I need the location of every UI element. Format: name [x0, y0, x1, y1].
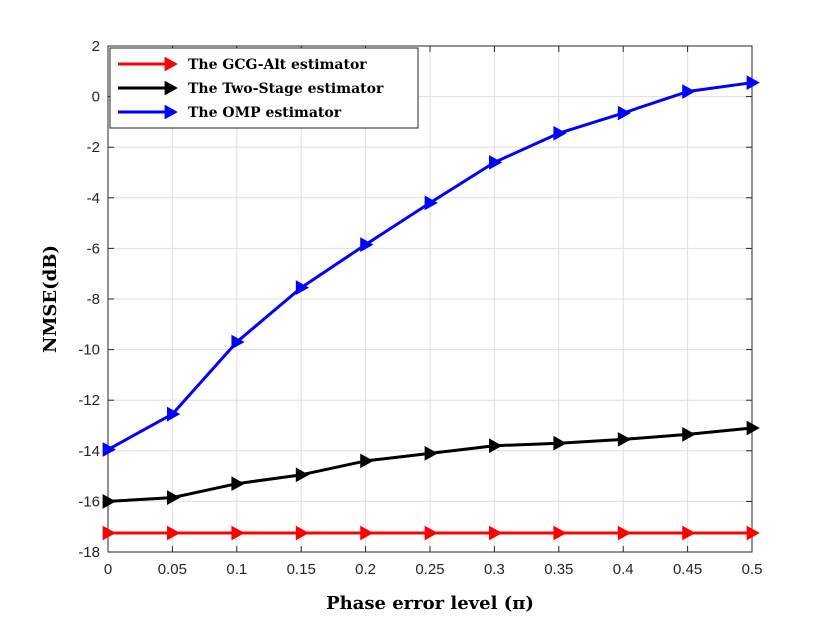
series-group [102, 75, 760, 541]
legend: The GCG-Alt estimator The Two-Stage estim… [109, 47, 419, 129]
data-point [424, 525, 438, 541]
data-point [231, 334, 245, 350]
data-point [682, 427, 696, 442]
x-tick-label: 0 [104, 561, 112, 578]
x-tick-label: 0.05 [158, 561, 187, 578]
y-tick-label: -18 [78, 544, 100, 561]
y-tick-label: -2 [87, 139, 100, 156]
legend-marker [164, 80, 178, 96]
y-tick-label: -4 [87, 190, 100, 207]
data-point [167, 490, 181, 505]
data-point [231, 525, 245, 541]
series-2 [102, 420, 760, 509]
data-point [489, 155, 503, 170]
series-3 [102, 75, 760, 457]
data-point [231, 476, 245, 492]
x-tick-label: 0.35 [544, 561, 573, 578]
y-axis-title: NMSE(dB) [40, 245, 61, 353]
legend-label: The OMP estimator [188, 105, 342, 121]
legend-item: The Two-Stage estimator [118, 80, 384, 97]
y-tick-label: 2 [92, 38, 100, 55]
x-tick-label: 0.4 [613, 561, 634, 578]
data-point [360, 525, 374, 541]
data-point [167, 525, 181, 541]
data-point [295, 467, 310, 483]
data-point [424, 195, 438, 211]
data-point [295, 525, 310, 541]
legend-marker [164, 56, 178, 72]
data-point [360, 237, 374, 252]
data-point [424, 445, 438, 461]
data-point [489, 438, 503, 454]
y-tick-label: -12 [78, 392, 100, 409]
data-point [746, 525, 760, 541]
x-tick-label: 0.45 [673, 561, 702, 578]
y-tick-label: 0 [92, 89, 100, 106]
y-tick-label: -16 [78, 493, 100, 510]
data-point [746, 75, 760, 91]
y-tick-label: -10 [78, 342, 100, 359]
data-point [553, 125, 567, 141]
x-tick-label: 0.1 [226, 561, 247, 578]
data-point [553, 525, 567, 541]
data-point [360, 453, 374, 469]
legend-label: The Two-Stage estimator [188, 81, 384, 97]
legend-item: The GCG-Alt estimator [118, 56, 367, 73]
data-point [617, 105, 632, 121]
data-point [167, 406, 181, 422]
axis-ticks: 0 0.05 0.1 0.15 0.2 0.25 0.3 0.35 0.4 0.45 0.5 -18 -… [78, 38, 762, 578]
data-point [295, 280, 310, 295]
x-tick-label: 0.3 [484, 561, 505, 578]
data-point [746, 420, 760, 436]
data-point [617, 525, 632, 541]
data-point [489, 525, 503, 541]
y-tick-label: -14 [78, 443, 100, 460]
legend-label: The GCG-Alt estimator [188, 57, 367, 73]
y-tick-label: -8 [87, 291, 100, 308]
series-1 [102, 525, 760, 541]
x-axis-title: Phase error level (π) [326, 593, 534, 614]
data-point [102, 494, 116, 509]
legend-marker [164, 104, 178, 120]
y-tick-label: -6 [87, 240, 100, 257]
legend-item: The OMP estimator [118, 104, 342, 121]
data-point [617, 432, 632, 447]
x-tick-label: 0.2 [355, 561, 376, 578]
x-tick-label: 0.25 [415, 561, 444, 578]
data-point [102, 442, 116, 457]
data-point [682, 84, 696, 99]
x-tick-label: 0.15 [287, 561, 316, 578]
data-point [553, 435, 567, 451]
data-point [682, 525, 696, 541]
x-tick-label: 0.5 [742, 561, 763, 578]
data-point [102, 525, 116, 541]
